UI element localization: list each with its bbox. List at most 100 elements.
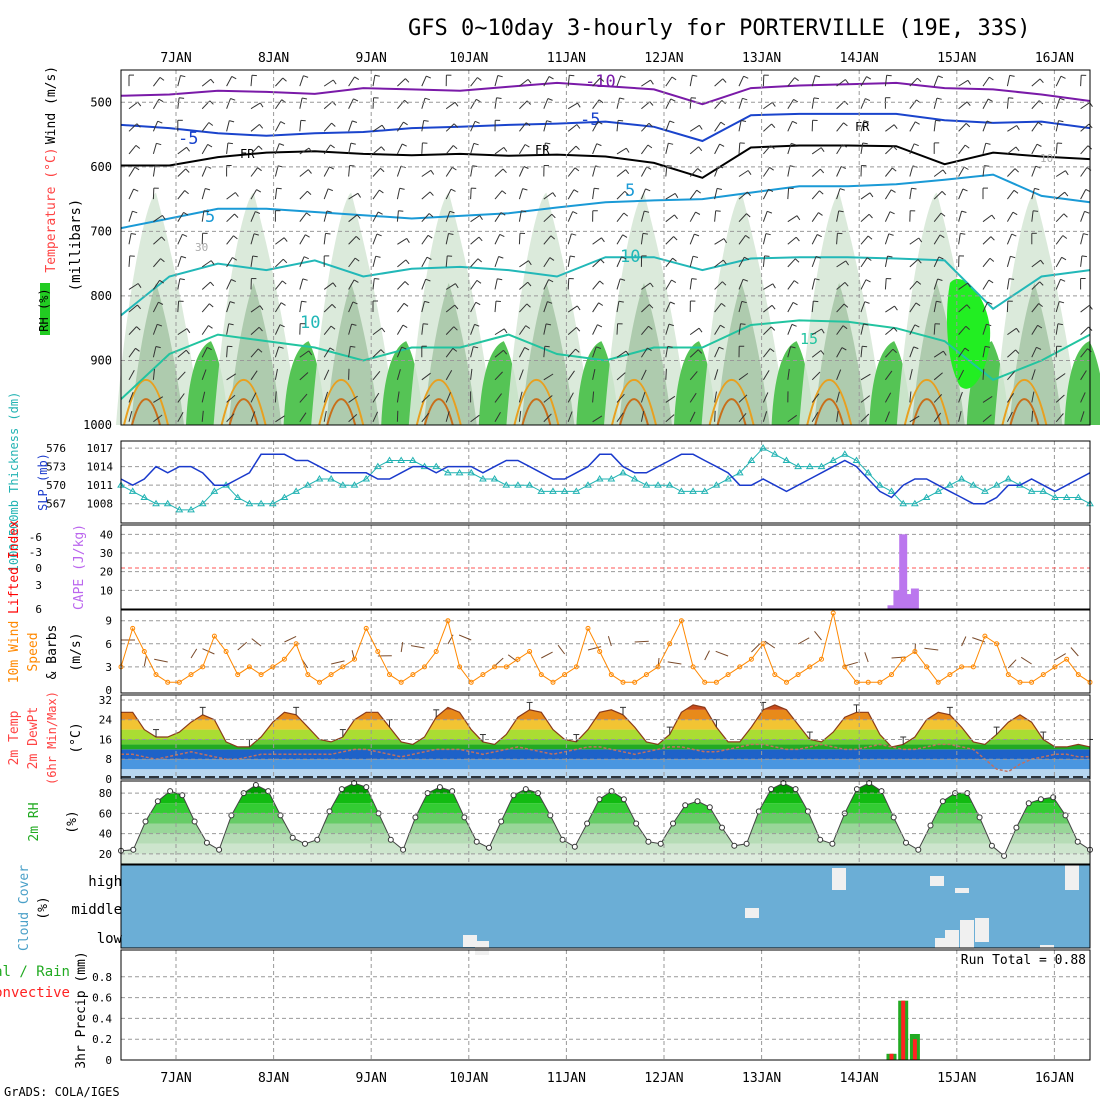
wind-barb — [348, 257, 356, 268]
wind-barb — [323, 410, 327, 422]
rh2m-label: 2m RH — [27, 802, 42, 841]
contour-label: 5 — [205, 207, 215, 227]
wind-barb-feather — [230, 279, 237, 283]
wind-barb-feather — [967, 80, 972, 85]
wind-barb-feather — [426, 256, 432, 260]
wind-barb-feather — [350, 142, 356, 145]
wind-barb-feather — [647, 144, 653, 149]
wind-barb — [958, 391, 963, 403]
rh-shading — [814, 283, 868, 425]
run-total: Run Total = 0.88 — [961, 953, 1086, 968]
rh-point — [522, 786, 529, 793]
wind-barb-feather — [155, 346, 161, 349]
thickness-point — [607, 475, 616, 482]
wind10-barb — [331, 660, 345, 665]
wind10-speed-point — [223, 649, 229, 654]
wind-barb — [665, 76, 673, 87]
wind-barb — [201, 122, 210, 132]
wind10-speed-point — [468, 679, 474, 685]
wind-barb-feather — [137, 304, 141, 310]
wind-barb — [616, 97, 620, 109]
thickness-point — [280, 493, 289, 501]
wind-barb — [592, 280, 601, 290]
wind-barb — [177, 212, 185, 222]
wind-barb-feather — [821, 328, 825, 334]
wind-barb-feather — [865, 279, 871, 283]
wind-barb — [1031, 410, 1034, 422]
wind-barb — [787, 346, 792, 358]
wind-barb-feather — [281, 280, 287, 285]
wind-barb — [152, 143, 157, 155]
rh-band — [121, 793, 1090, 804]
wind10-barb — [864, 652, 869, 663]
wind-barb — [860, 120, 865, 132]
wind-barb-feather — [354, 76, 360, 81]
wind-barb — [933, 394, 943, 403]
wind-barb — [909, 324, 916, 335]
wind-barb-feather — [845, 260, 850, 266]
wind-barb — [616, 278, 621, 290]
wind-barb — [494, 371, 503, 381]
wind-barb — [518, 188, 524, 200]
thickness-point — [899, 499, 908, 507]
wind-barb-feather — [326, 210, 332, 213]
wind-barb-feather — [426, 75, 432, 79]
wind-barb-feather — [939, 234, 945, 239]
wind-barb — [201, 303, 210, 313]
wind-barb-feather — [278, 346, 284, 349]
wind-barb-feather — [1012, 211, 1018, 216]
wind-barb — [811, 190, 820, 200]
wind-barb — [470, 414, 480, 423]
wind-barb — [299, 190, 308, 200]
isotherm-25 — [131, 398, 161, 426]
wind-barb — [714, 143, 721, 155]
wind-barb — [860, 213, 870, 223]
wind-barb — [885, 145, 894, 155]
thickness-point — [782, 456, 791, 463]
wind-barb-feather — [792, 120, 798, 124]
wind10-label: Speed — [26, 632, 41, 671]
wind-barb — [982, 395, 993, 403]
wind-barb-feather — [282, 77, 287, 82]
temp-tick: 16 — [99, 733, 112, 746]
wind-barb-feather — [1062, 235, 1068, 239]
isotherm-minus10 — [120, 81, 1091, 106]
wind-barb-feather — [622, 234, 628, 238]
day-label-top: 11JAN — [547, 51, 586, 66]
rh-shading — [423, 283, 477, 425]
isotherm-25 — [619, 398, 649, 426]
wind-barb — [689, 278, 693, 290]
wind-barb — [348, 142, 352, 155]
wind-barb-feather — [499, 233, 505, 238]
rh-tick: 20 — [99, 848, 112, 861]
isotherm-minus5 — [120, 112, 1091, 143]
wind10-speed-point — [935, 679, 941, 685]
wind-barb — [836, 166, 842, 177]
thickness-point — [210, 487, 219, 494]
wind-barb — [494, 328, 505, 336]
wind-barb-feather — [1087, 348, 1092, 353]
cloud-level-label: high — [88, 874, 122, 890]
wind-barb — [543, 323, 547, 335]
wind-barb — [884, 370, 893, 381]
wind-barb — [250, 233, 255, 245]
day-label-bottom: 9JAN — [356, 1071, 387, 1086]
wind-barb — [958, 144, 966, 155]
wind-barb-feather — [892, 348, 897, 353]
wind-barb-feather — [380, 167, 385, 173]
wind-barb — [689, 97, 692, 109]
wind-barb-feather — [747, 191, 751, 197]
wind-barb — [372, 349, 382, 358]
wind-barb — [1080, 305, 1090, 313]
wind-barb — [421, 256, 428, 268]
cloud-cell — [955, 888, 969, 893]
wind10-speed-point — [725, 672, 731, 678]
cape-bar — [887, 605, 896, 609]
thickness-point — [677, 487, 686, 494]
wind-barb-feather — [597, 121, 603, 125]
wind-barb — [1055, 235, 1064, 245]
wind-barb-feather — [332, 79, 337, 85]
wind-barb — [933, 301, 937, 313]
isotherm-freezing — [121, 144, 1091, 179]
wind-barb — [372, 256, 377, 267]
